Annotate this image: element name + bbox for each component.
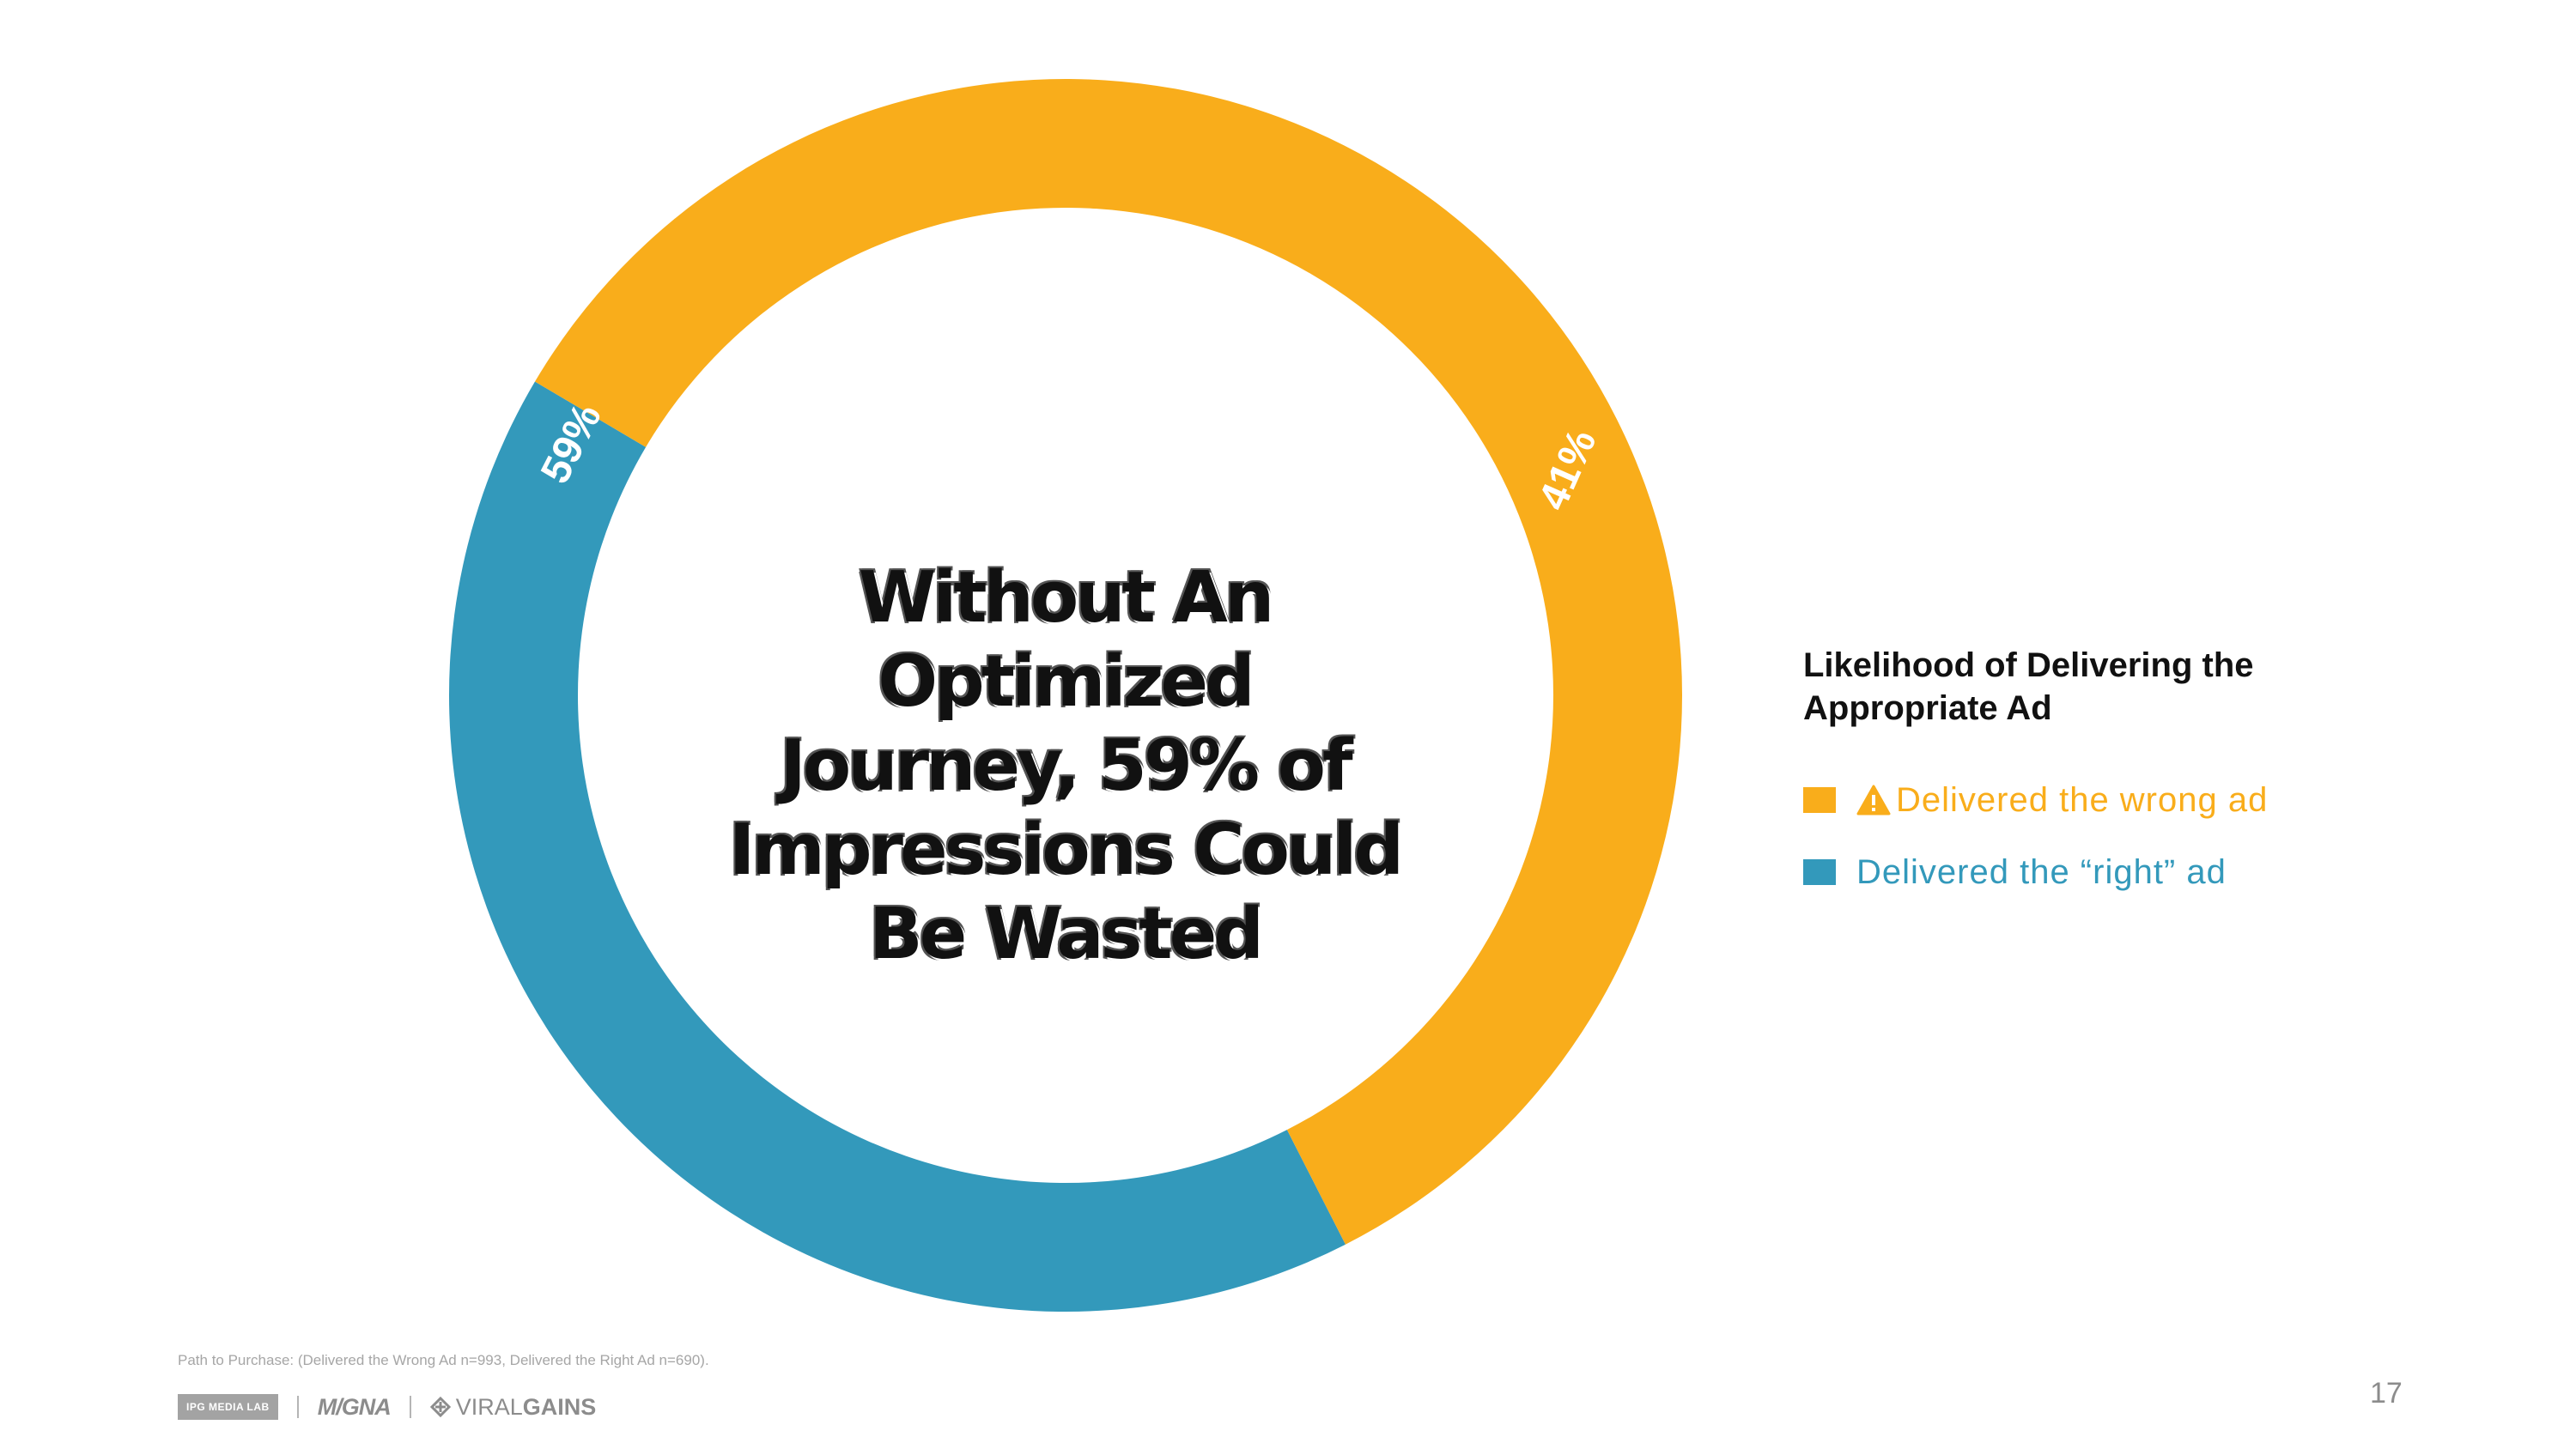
center-title-line: Without An Optimized xyxy=(858,557,1274,723)
warning-icon xyxy=(1856,785,1891,815)
legend-item-right-ad: Delivered the “right” ad xyxy=(1803,846,2404,898)
data-labels-layer: 59% 41% xyxy=(532,397,1605,517)
viral-gains-mark-icon xyxy=(429,1397,451,1417)
page-number: 17 xyxy=(2370,1377,2403,1410)
footer-logos: IPG MEDIA LAB M/GNA VIRAL GAINS xyxy=(178,1392,596,1422)
legend-swatch-wrong-ad xyxy=(1803,787,1836,813)
legend-label-right-ad: Delivered the “right” ad xyxy=(1856,852,2227,891)
viral-gains-logo: VIRAL GAINS xyxy=(429,1393,597,1421)
center-title-line: Journey, 59% of xyxy=(780,725,1352,807)
center-title: Without An Optimized Journey, 59% of Imp… xyxy=(696,556,1434,977)
logo-divider xyxy=(409,1396,411,1418)
legend-title: Likelihood of Delivering the Appropriate… xyxy=(1803,644,2404,730)
center-title-line: Impressions Could xyxy=(728,809,1404,891)
viral-gains-suffix: GAINS xyxy=(522,1393,597,1420)
center-title-line: Be Wasted xyxy=(869,894,1264,975)
legend-swatch-right-ad xyxy=(1803,859,1836,885)
viral-gains-prefix: VIRAL xyxy=(455,1393,523,1420)
legend: Likelihood of Delivering the Appropriate… xyxy=(1803,644,2404,919)
legend-title-line: Appropriate Ad xyxy=(1803,689,2052,727)
legend-title-line: Likelihood of Delivering the xyxy=(1803,646,2254,684)
slice-right-ad xyxy=(448,381,1346,1313)
magna-logo: M/GNA xyxy=(317,1393,392,1420)
legend-item-wrong-ad: Delivered the wrong ad xyxy=(1803,774,2404,826)
slices-layer xyxy=(448,79,1682,1313)
legend-label-wrong-ad: Delivered the wrong ad xyxy=(1896,780,2269,819)
footnote: Path to Purchase: (Delivered the Wrong A… xyxy=(178,1352,709,1368)
logo-divider xyxy=(296,1396,299,1418)
ipg-media-lab-logo: IPG MEDIA LAB xyxy=(178,1394,278,1420)
